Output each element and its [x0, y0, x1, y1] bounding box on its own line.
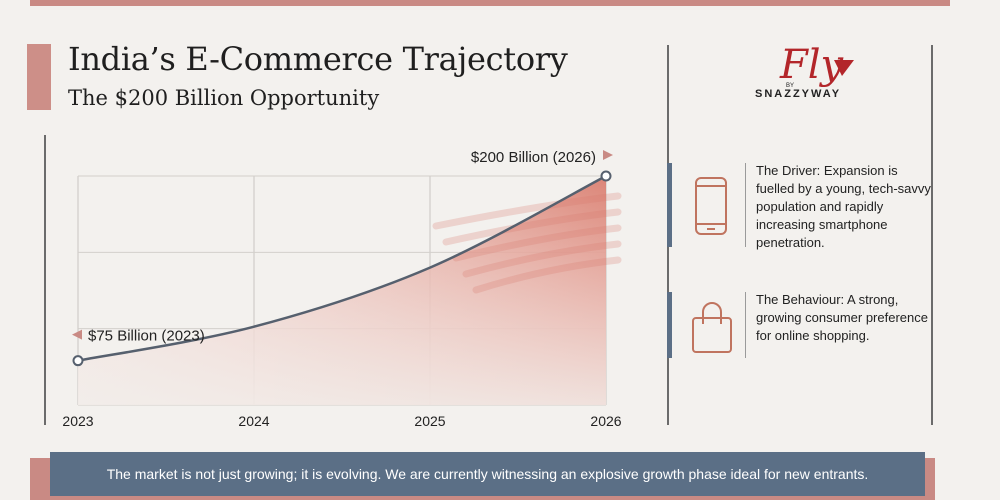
- page-subtitle: The $200 Billion Opportunity: [68, 86, 380, 110]
- info-bar-behaviour: [667, 292, 672, 358]
- info-text-driver: The Driver: Expansion is fuelled by a yo…: [756, 163, 931, 250]
- title-accent-block: [27, 44, 51, 110]
- start-data-label: $75 Billion (2023): [88, 328, 205, 345]
- end-data-label: $200 Billion (2026): [471, 149, 596, 166]
- growth-line: [77, 174, 607, 362]
- brush-stroke-3: [462, 240, 622, 278]
- chart-area-layer: [78, 176, 622, 405]
- start-point: [72, 355, 84, 367]
- footer-banner: The market is not just growing; it is ev…: [50, 452, 925, 496]
- brush-stroke-1: [442, 208, 622, 246]
- info-rule-driver: [745, 163, 746, 247]
- page-title: India’s E-Commerce Trajectory: [68, 40, 568, 78]
- brand-logo: Fly BY: [779, 42, 854, 89]
- growth-chart: 2023 2024 2025 2026 $75 Billion (2023) $200 …: [62, 149, 622, 429]
- brand-name: SNAZZYWAY: [755, 88, 842, 100]
- chart-data-labels: $75 Billion (2023) $200 Billion (2026): [72, 149, 613, 345]
- chart-left-divider: [44, 135, 46, 425]
- logo-swoosh-icon: [834, 60, 854, 76]
- growth-area-fade: [78, 176, 606, 405]
- logo-small-text: BY: [786, 83, 794, 89]
- smartphone-icon: [695, 177, 727, 235]
- top-accent-bar: [30, 0, 950, 6]
- panel-divider-right: [931, 45, 933, 425]
- end-label-arrow-icon: [603, 150, 613, 160]
- info-text-behaviour: The Behaviour: A strong, growing consume…: [756, 292, 928, 343]
- chart-line-layer: [72, 170, 612, 367]
- x-tick-label-2: 2025: [414, 413, 445, 429]
- shopping-bag-icon: [692, 302, 732, 353]
- start-label-arrow-icon: [72, 329, 82, 340]
- info-bar-driver: [667, 163, 672, 247]
- brush-stroke-4: [472, 256, 622, 294]
- logo-text: Fly: [779, 42, 845, 88]
- x-tick-label-1: 2024: [238, 413, 269, 429]
- end-point: [600, 170, 612, 182]
- brush-stroke-2: [452, 224, 622, 262]
- brush-stroke-0: [432, 192, 622, 230]
- x-tick-label-3: 2026: [590, 413, 621, 429]
- x-tick-label-0: 2023: [62, 413, 93, 429]
- info-rule-behaviour: [745, 292, 746, 358]
- footer-text: The market is not just growing; it is ev…: [106, 466, 869, 482]
- chart-tick-labels: 2023 2024 2025 2026: [62, 413, 621, 429]
